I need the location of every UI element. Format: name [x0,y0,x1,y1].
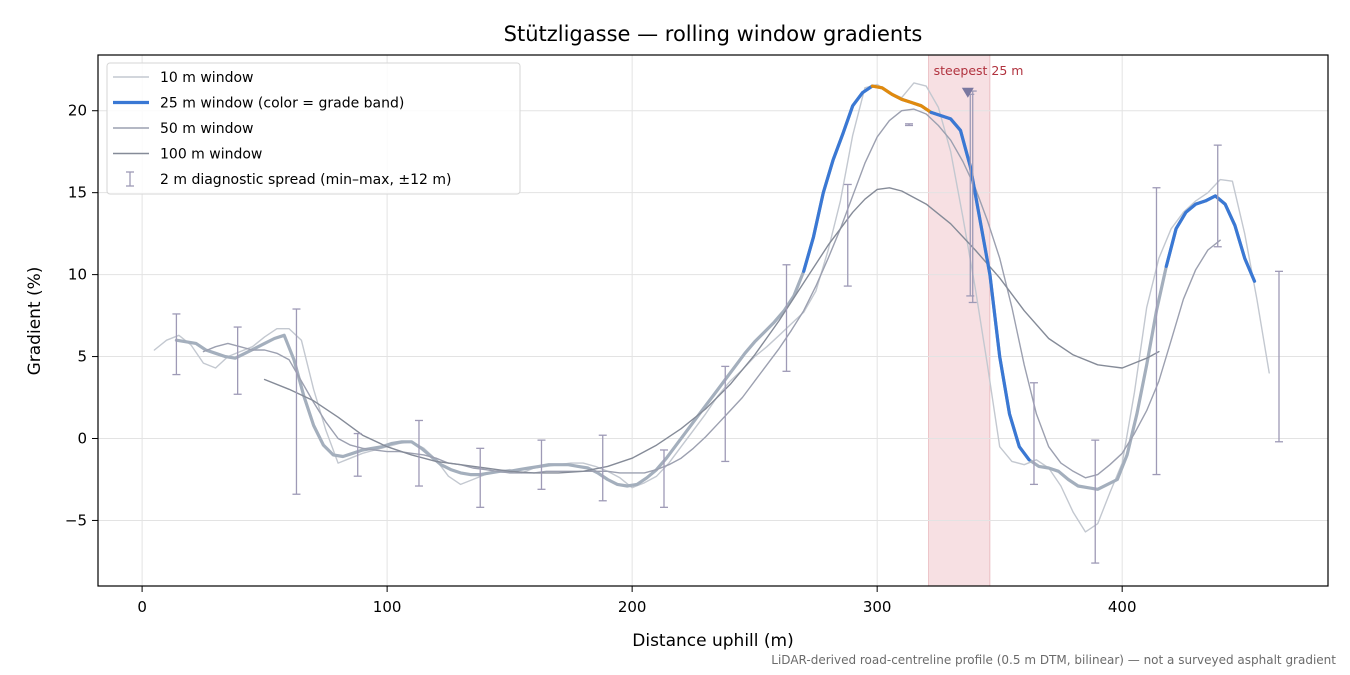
series-line-w10 [153,82,1270,533]
y-axis-label: Gradient (%) [25,267,45,376]
errorbar-layer [172,90,1283,564]
footnote: LiDAR-derived road-centreline profile (0… [771,653,1336,667]
plot-frame [97,54,1329,587]
errorbar [172,313,181,376]
x-tick-label: 200 [618,598,647,616]
steepest-marker [961,87,974,98]
errorbar [414,419,423,487]
legend-box [106,62,521,195]
y-tick-label: 0 [77,430,87,448]
y-tick-label: −5 [65,511,87,529]
legend-entry-w10: 10 m window [113,70,253,86]
errorbar [537,439,546,490]
y-tick-label: 10 [68,266,87,284]
errorbar [1213,144,1222,248]
errorbar [353,432,362,477]
y-tick-label: 20 [68,102,87,120]
series-layer [153,82,1270,533]
series-line-w50 [202,108,1221,479]
y-tick-label: 15 [68,184,87,202]
legend-entry-w25: 25 m window (color = grade band) [113,96,404,112]
legend-entry-w100: 100 m window [113,147,262,163]
series-25m-grade-segment-1 [870,84,933,115]
chart-title: Stützligasse — rolling window gradients [504,22,923,46]
errorbar [843,183,852,287]
x-tick-label: 400 [1108,598,1137,616]
tick-layer: 0 100 200 300 400 −5 0 5 10 15 20 [65,102,1137,616]
legend-label: 100 m window [160,147,262,163]
errorbar [476,447,485,508]
errorbar [233,326,242,395]
errorbar [1274,270,1283,443]
legend-entry-err: 2 m diagnostic spread (min–max, ±12 m) [126,171,451,188]
errorbar [1029,382,1038,486]
series-line-w25 [174,84,1257,491]
steepest-band-layer [928,54,991,587]
errorbar [721,365,730,463]
errorbar [598,434,607,502]
legend: 10 m window 25 m window (color = grade ba… [106,62,521,195]
errorbar [1091,439,1100,564]
errorbar [659,449,668,508]
series-line-w100 [263,187,1160,474]
errorbar [292,308,301,495]
x-tick-label: 300 [863,598,892,616]
steepest-band [928,54,991,587]
legend-label: 2 m diagnostic spread (min–max, ±12 m) [160,172,451,188]
errorbar [905,123,914,127]
x-tick-label: 0 [137,598,147,616]
series-25m-grade-segment-2 [929,110,1031,462]
series-25m-grade-segment-3 [1164,194,1257,283]
x-tick-label: 100 [373,598,402,616]
y-tick-label: 5 [77,348,87,366]
marker-layer: steepest 25 m [934,63,1024,98]
legend-entry-w50: 50 m window [113,121,253,137]
legend-label: 50 m window [160,121,253,137]
steepest-annotation: steepest 25 m [934,63,1024,78]
x-axis-label: Distance uphill (m) [632,631,793,651]
errorbar [782,264,791,372]
legend-label: 10 m window [160,70,253,86]
series-25m-grade-segment-0 [802,84,874,273]
legend-label: 25 m window (color = grade band) [160,96,404,112]
errorbar [1152,187,1161,476]
